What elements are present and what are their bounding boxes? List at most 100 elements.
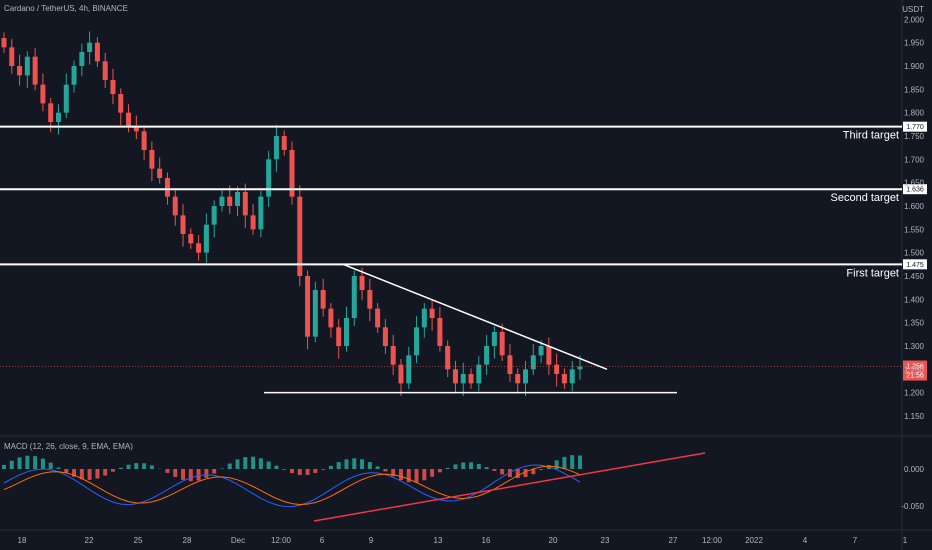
candle-body <box>203 224 209 253</box>
candle-body <box>460 374 466 384</box>
symbol-title: Cardano / TetherUS, 4h, BINANCE <box>4 4 128 13</box>
candle-body <box>421 308 427 328</box>
candle-body <box>328 308 334 328</box>
x-tick-label: 22 <box>85 536 94 545</box>
candle-body <box>468 374 474 384</box>
macd-histogram-bar <box>461 462 466 469</box>
y-tick-label: 1.600 <box>904 202 925 211</box>
macd-histogram-bar <box>562 456 567 469</box>
candle-body <box>414 327 420 356</box>
candle-body <box>577 366 583 370</box>
time-axis: 18 22 25 28 Dec 12:00 6 9 13 16 20 23 27 12:00 2022 4 7 1 <box>18 536 908 545</box>
macd-histogram-bar <box>79 469 84 480</box>
candle-body <box>523 369 529 384</box>
macd-histogram-bar <box>297 469 302 475</box>
x-tick-label: 25 <box>134 536 143 545</box>
y-tick-label: 1.750 <box>904 132 925 141</box>
countdown-text: 21:56 <box>906 373 924 380</box>
macd-histogram-bar <box>383 469 388 472</box>
macd-histogram-bar <box>17 457 22 469</box>
macd-histogram-bar <box>204 469 209 478</box>
target-levels: Third target 1.770 Second target 1.636 First… <box>0 121 927 381</box>
descending-trendline <box>342 263 608 371</box>
macd-histogram-bar <box>492 469 497 471</box>
macd-histogram-bar <box>523 469 528 478</box>
candle-body <box>79 52 85 66</box>
level-tag <box>903 121 927 132</box>
candle-body <box>375 308 381 328</box>
candle-body <box>429 308 435 318</box>
candle-body <box>476 364 482 384</box>
macd-histogram-bar <box>398 469 403 481</box>
y-tick-label: 1.450 <box>904 272 925 281</box>
y-tick-label: 1.400 <box>904 295 925 304</box>
macd-histogram-bar <box>507 469 512 478</box>
macd-histogram-bar <box>554 460 559 469</box>
candle-body <box>219 196 225 206</box>
macd-pane <box>2 452 706 522</box>
macd-histogram-bar <box>2 465 6 469</box>
macd-histogram-bar <box>181 469 186 480</box>
macd-histogram-bar <box>196 469 201 481</box>
candle-body <box>554 364 560 374</box>
candle-body <box>258 196 264 230</box>
candle-body <box>87 42 93 52</box>
y-tick-label: 1.500 <box>904 249 925 258</box>
candle-body <box>250 215 256 230</box>
candle-body <box>281 136 287 150</box>
candle-body <box>359 276 365 290</box>
candle-body <box>196 243 202 253</box>
candle-body <box>110 80 116 94</box>
candle-body <box>71 66 77 85</box>
candle-body <box>17 66 23 76</box>
macd-histogram-bar <box>188 469 193 482</box>
macd-tick-label: 0.000 <box>904 465 925 474</box>
y-tick-label: 1.950 <box>904 39 925 48</box>
candle-body <box>561 374 567 384</box>
level-tag-text: 1.770 <box>906 124 924 131</box>
macd-histogram-bar <box>64 469 69 473</box>
macd-histogram-bar <box>570 455 575 469</box>
candle-body <box>382 327 388 346</box>
x-tick-label: 20 <box>549 536 558 545</box>
candle-body <box>55 112 61 122</box>
macd-histogram-bar <box>531 469 536 475</box>
macd-histogram-bar <box>72 469 77 477</box>
macd-histogram-bar <box>227 463 232 469</box>
macd-histogram-bar <box>445 467 450 469</box>
candle-body <box>149 150 155 169</box>
candle-body <box>343 318 349 346</box>
y-tick-label: 1.150 <box>904 412 925 421</box>
x-tick-label: 9 <box>369 536 374 545</box>
macd-histogram-bar <box>367 462 372 469</box>
y-tick-label: 1.300 <box>904 342 925 351</box>
macd-histogram-bar <box>56 467 61 469</box>
candle-body <box>499 332 505 356</box>
candle-body <box>126 112 132 127</box>
x-tick-label: Dec <box>231 536 245 545</box>
candle-body <box>40 84 46 104</box>
axis-unit: USDT <box>902 5 924 14</box>
macd-histogram-bar <box>305 469 310 475</box>
candle-body <box>297 196 303 276</box>
macd-histogram-bar <box>134 463 139 469</box>
y-tick-label: 1.250 <box>904 365 925 374</box>
macd-histogram-bar <box>87 469 92 480</box>
macd-histogram-bar <box>142 463 147 469</box>
macd-histogram-bar <box>95 469 100 479</box>
macd-histogram-bar <box>9 460 14 469</box>
macd-indicator-label: MACD (12, 26, close, 9, EMA, EMA) <box>4 442 133 451</box>
candle-body <box>515 374 521 384</box>
x-tick-label: 28 <box>183 536 192 545</box>
level-tag-text: 1.636 <box>906 187 924 194</box>
signal-line <box>3 465 581 506</box>
candle-body <box>491 332 497 346</box>
candle-body <box>452 369 458 384</box>
current-price-text: 1.256 <box>906 364 924 371</box>
candle-body <box>320 290 326 309</box>
macd-histogram-bar <box>258 458 263 469</box>
candle-body <box>157 168 163 178</box>
candle-body <box>507 355 513 374</box>
candle-body <box>188 234 194 244</box>
